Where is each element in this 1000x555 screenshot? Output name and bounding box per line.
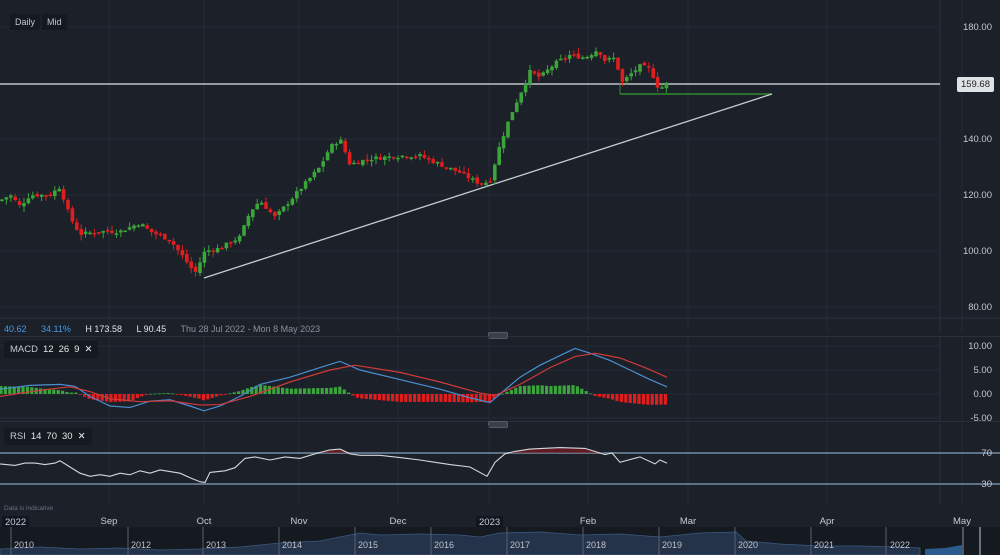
- change-percent: 34.11%: [41, 324, 71, 334]
- close-icon[interactable]: ✕: [84, 344, 93, 355]
- x-tick: Mar: [679, 516, 697, 527]
- y-tick: 70: [981, 448, 992, 459]
- rsi-pane[interactable]: RSI 14 70 30 ✕ 70 30: [0, 425, 1000, 505]
- price-stats: 40.62 34.11% H 173.58 L 90.45 Thu 28 Jul…: [4, 324, 332, 334]
- navigator-year: 2019: [662, 540, 683, 550]
- navigator-year: 2021: [814, 540, 835, 550]
- navigator-year: 2022: [890, 540, 911, 550]
- macd-name: MACD: [10, 344, 38, 355]
- navigator-year: 2016: [434, 540, 455, 550]
- rsi-label[interactable]: RSI 14 70 30 ✕: [4, 428, 92, 445]
- signal-line: [0, 352, 668, 406]
- range-navigator[interactable]: [0, 527, 1000, 555]
- pane-resize-handle[interactable]: [488, 421, 508, 428]
- y-tick: 120.00: [962, 190, 992, 201]
- navigator-year: 2013: [206, 540, 227, 550]
- low-value: L 90.45: [136, 324, 167, 334]
- high-value: H 173.58: [85, 324, 122, 334]
- interval-selector[interactable]: Daily: [10, 14, 41, 30]
- x-tick: Feb: [579, 516, 597, 527]
- change-value: 40.62: [4, 324, 27, 334]
- navigator-year: 2017: [510, 540, 531, 550]
- trendline: [203, 93, 773, 279]
- rsi-name: RSI: [10, 431, 26, 442]
- price-chart[interactable]: [0, 0, 1000, 332]
- x-tick: Apr: [819, 516, 835, 527]
- y-tick: -5.00: [970, 413, 992, 424]
- candlesticks: [0, 47, 669, 277]
- macd-chart[interactable]: [0, 336, 1000, 422]
- y-tick: 80.00: [968, 302, 992, 313]
- rsi-line: [0, 447, 668, 484]
- rsi-lower: 30: [62, 431, 73, 442]
- macd-signal: 9: [74, 344, 80, 355]
- rsi-chart[interactable]: [0, 425, 1000, 505]
- date-range: Thu 28 Jul 2022 - Mon 8 May 2023: [180, 324, 321, 334]
- y-tick: 10.00: [968, 341, 992, 352]
- navigator-year: 2015: [358, 540, 379, 550]
- y-tick: 100.00: [962, 246, 992, 257]
- x-tick: 2023: [476, 516, 504, 529]
- navigator-year: 2020: [738, 540, 759, 550]
- macd-pane[interactable]: MACD 12 26 9 ✕ 10.00 5.00 0.00 -5.00: [0, 336, 1000, 424]
- close-icon[interactable]: ✕: [77, 431, 86, 442]
- x-tick: Oct: [196, 516, 212, 527]
- rsi-upper: 70: [46, 431, 57, 442]
- y-tick: 0.00: [973, 389, 993, 400]
- y-tick: 30: [981, 479, 992, 490]
- macd-label[interactable]: MACD 12 26 9 ✕: [4, 341, 99, 358]
- x-tick: Dec: [389, 516, 407, 527]
- y-tick: 5.00: [973, 365, 993, 376]
- x-tick: Sep: [100, 516, 118, 527]
- y-tick: 180.00: [962, 22, 992, 33]
- x-tick: May: [953, 516, 971, 527]
- rsi-period: 14: [30, 431, 42, 442]
- last-price-tag: 159.68: [956, 77, 994, 92]
- disclaimer: Data is indicative: [4, 505, 54, 512]
- price-pane[interactable]: Daily Mid 180.00 140.00 120.00 100.00 80…: [0, 0, 1000, 334]
- macd-line: [0, 347, 668, 412]
- navigator-year: 2018: [586, 540, 607, 550]
- navigator-year: 2012: [131, 540, 152, 550]
- navigator-year: 2010: [14, 540, 35, 550]
- macd-fast: 12: [42, 344, 54, 355]
- x-tick: Nov: [290, 516, 308, 527]
- macd-slow: 26: [58, 344, 70, 355]
- price-type-selector[interactable]: Mid: [42, 14, 67, 30]
- x-tick: 2022: [2, 516, 30, 529]
- y-tick: 140.00: [962, 134, 992, 145]
- navigator-year: 2014: [282, 540, 303, 550]
